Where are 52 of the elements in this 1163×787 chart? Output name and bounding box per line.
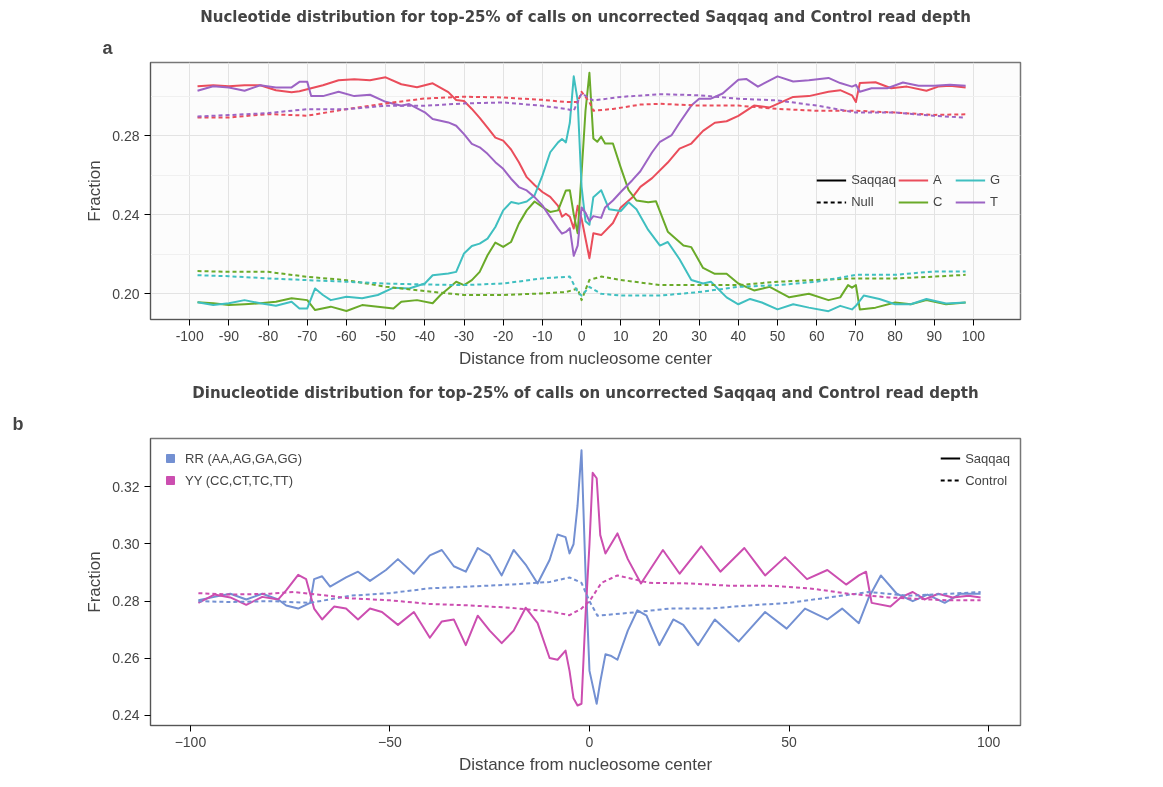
x-tick-label: -20	[493, 327, 514, 344]
x-tick-label: 80	[887, 327, 904, 344]
x-tick-label: -50	[375, 327, 396, 344]
y-tick-label: 0.24	[112, 707, 140, 724]
x-tick-label: 30	[691, 327, 708, 344]
x-tick-label: −50	[378, 733, 403, 750]
x-tick-label: 90	[926, 327, 943, 344]
y-tick-label: 0.26	[112, 650, 140, 667]
x-tick-label: -90	[218, 327, 240, 344]
annotation: Saqqaq	[965, 450, 1010, 466]
x-tick-label: -70	[297, 327, 318, 344]
x-axis-title: Distance from nucleosome center	[458, 754, 713, 774]
x-tick-label: 10	[612, 327, 629, 344]
text: b	[12, 413, 24, 434]
x-tick-label: 40	[730, 327, 747, 344]
chart-title: Nucleotide distribution for top-25% of calls on uncorrected Saqqaq and Control read depth	[200, 7, 971, 26]
legend-label: G	[990, 172, 1002, 187]
y-tick-label: 0.28	[112, 127, 140, 144]
y-tick-label: 0.24	[112, 206, 140, 223]
y-tick-label: 0.30	[112, 535, 140, 552]
y-tick-label: 0.28	[112, 593, 140, 610]
y-tick-label: 0.32	[112, 478, 140, 495]
x-tick-label: -80	[257, 327, 279, 344]
y-axis-title: Fraction	[85, 160, 105, 222]
annotation: Null	[851, 194, 874, 209]
legend-label: RR (AA,AG,GA,GG)	[185, 450, 303, 466]
text: a	[102, 37, 114, 58]
x-tick-label: 100	[976, 733, 1001, 750]
x-tick-label: 0	[577, 327, 586, 344]
x-tick-label: -60	[336, 327, 357, 344]
x-tick-label: 50	[769, 327, 786, 344]
y-axis-title: Fraction	[85, 551, 105, 613]
x-tick-label: 20	[652, 327, 668, 344]
annotation: Saqqaq	[851, 172, 896, 187]
legend-label: A	[933, 172, 943, 187]
x-tick-label: -30	[453, 327, 475, 344]
legend-label: C	[933, 194, 944, 209]
legend-label: YY (CC,CT,TC,TT)	[185, 472, 294, 488]
x-tick-label: -10	[532, 327, 553, 344]
x-tick-label: 70	[848, 327, 864, 344]
y-tick-label: 0.20	[112, 285, 140, 302]
x-tick-label: −100	[174, 733, 207, 750]
chart-title: Dinucleotide distribution for top-25% of calls on uncorrected Saqqaq and Control read depth	[192, 383, 979, 402]
x-tick-label: -100	[175, 327, 204, 344]
x-axis-title: Distance from nucleosome center	[458, 348, 713, 368]
x-tick-label: 0	[585, 733, 594, 750]
x-tick-label: 50	[781, 733, 798, 750]
legend-label: T	[990, 194, 999, 209]
x-tick-label: 100	[961, 327, 986, 344]
annotation: Control	[965, 472, 1008, 488]
x-tick-label: -40	[414, 327, 436, 344]
x-tick-label: 60	[808, 327, 825, 344]
